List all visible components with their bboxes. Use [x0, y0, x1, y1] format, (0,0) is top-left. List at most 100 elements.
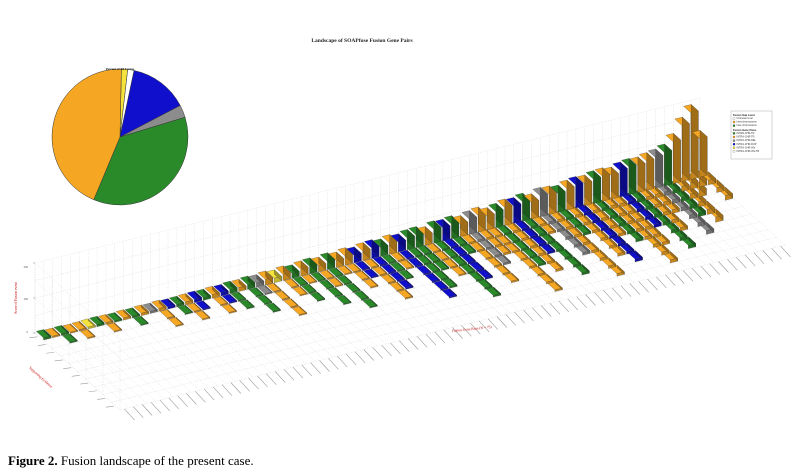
bar-27-side	[274, 269, 282, 282]
gene-pair-tick-label	[629, 283, 641, 295]
gene-pair-tick-label	[204, 388, 215, 401]
bar-30-side	[309, 274, 317, 283]
bar-55-side	[565, 248, 573, 259]
gene-pair-tick-label	[620, 285, 632, 297]
bar-40-side	[398, 251, 406, 261]
bar-48-side	[460, 215, 468, 235]
gene-pair-tick-label	[328, 358, 339, 370]
bar-55-side	[582, 264, 590, 274]
bar-55-side	[573, 256, 581, 266]
pie-title: Percent of All Fusion	[106, 67, 135, 71]
bar-11-side	[140, 315, 149, 325]
gene-pair-tick-label	[425, 333, 437, 346]
gene-pair-tick-label	[558, 300, 570, 313]
bar-37-side	[396, 281, 405, 290]
bar-46-side	[451, 238, 459, 248]
bar-32-side	[327, 269, 335, 278]
legend-swatch	[732, 146, 736, 149]
bar-28-side	[291, 278, 300, 287]
bar-51-side	[555, 281, 563, 290]
bar-43-side	[441, 260, 450, 270]
gene-pair-tick-label	[434, 331, 445, 344]
evidence-tick-label	[63, 367, 72, 369]
bar-37-side	[362, 242, 371, 260]
bar-45-side	[476, 271, 484, 281]
bar-63-side	[593, 170, 601, 202]
bar-59-side	[557, 184, 566, 211]
bar-24-side	[273, 302, 281, 311]
bar-39-side	[380, 238, 389, 255]
legend-swatch	[732, 150, 736, 153]
chart-title: Landscape of SOAPfuse Fusion Gene Pairs	[311, 38, 412, 44]
bar-14-side	[175, 317, 184, 326]
bar-22-side	[246, 299, 255, 308]
bar-62-side	[584, 174, 593, 205]
gene-pair-tick-label	[523, 309, 534, 322]
bar-38-side	[405, 279, 414, 288]
bar-32-side	[335, 277, 344, 286]
gene-pair-tick-label	[407, 338, 419, 350]
bar-24-side	[256, 287, 264, 296]
gene-pair-tick-label	[416, 336, 428, 348]
gene-pair-tick-label	[141, 404, 153, 416]
gene-pair-tick-label	[168, 397, 179, 410]
bar-1-side	[43, 329, 52, 339]
bar-70-side	[706, 221, 714, 233]
gene-pair-tick-label	[505, 314, 516, 326]
gene-pair-tick-label	[461, 325, 472, 337]
bar-17-side	[185, 293, 194, 304]
bar-45-side	[493, 286, 501, 296]
bar-32-side	[318, 256, 327, 271]
bar-35-side	[353, 263, 362, 272]
bar-8-side	[114, 322, 122, 331]
legend-swatch	[732, 139, 736, 142]
legend-item: Intra-chromosome	[737, 121, 758, 124]
bar-51-side	[521, 250, 529, 260]
gene-pair-tick-label	[487, 318, 499, 330]
bar-58-side	[600, 249, 608, 260]
floor-grid-line	[43, 330, 129, 408]
bar-20-side	[220, 296, 229, 305]
bar-48-side	[477, 241, 485, 251]
bar-43-side	[433, 252, 441, 262]
bar-38-side	[397, 271, 405, 281]
floor-grid-line	[88, 319, 174, 397]
gene-pair-tick-label	[727, 259, 738, 271]
bar-74-side	[690, 104, 699, 178]
legend-swatch	[732, 124, 736, 127]
floor-grid-line	[141, 306, 227, 384]
gene-pair-tick-label	[212, 386, 224, 399]
chart-legend: Fusion Gap Level Unknown levelIntra-chro…	[730, 110, 773, 160]
bar-52-side	[529, 247, 538, 257]
bar-8-side	[105, 314, 114, 323]
gene-pair-tick-label	[736, 256, 747, 269]
legend-heading-2: Fusion Gene Class	[733, 128, 757, 132]
bar-13-side	[150, 302, 158, 312]
legend-swatch	[732, 120, 736, 124]
bar-64-side	[670, 251, 678, 262]
bar-10-side	[123, 309, 131, 319]
bar-18-side	[202, 300, 211, 309]
bar-42-side	[415, 247, 424, 256]
bar-39-side	[397, 261, 406, 271]
z-tick-0: 0	[27, 330, 29, 334]
bar-38-side	[388, 263, 397, 273]
gene-pair-tick-label	[381, 344, 392, 357]
bar-48-side	[468, 234, 477, 243]
bar-58-side	[608, 257, 617, 267]
gene-pair-tick-label	[337, 355, 348, 368]
legend-item: INTER-CHR-TR	[737, 132, 755, 135]
bar-45-side	[442, 240, 450, 250]
bar-49-side	[486, 239, 494, 249]
bar-41-side	[440, 280, 449, 289]
bar-48-side	[502, 264, 511, 274]
bar-75-side	[716, 179, 725, 191]
gene-pair-tick-label	[638, 281, 649, 293]
bar-72-side	[707, 200, 715, 213]
bar-29-side	[317, 291, 325, 300]
gene-pair-tick-label	[753, 252, 765, 264]
bar-42-side	[432, 262, 441, 272]
bar-49-side	[469, 210, 477, 233]
bar-48-side	[485, 249, 494, 259]
bar-52-side	[521, 240, 529, 250]
